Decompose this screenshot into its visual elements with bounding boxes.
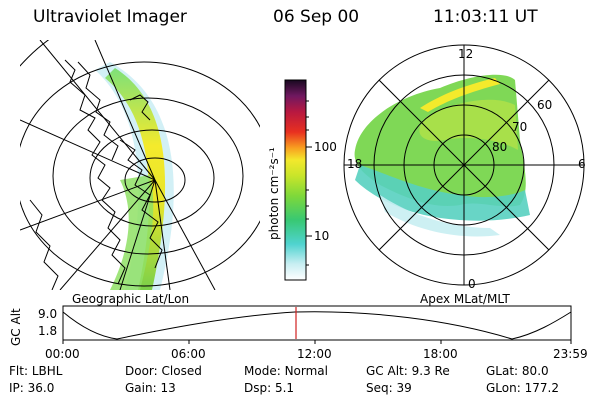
param-seq: Seq: 39 (366, 381, 412, 395)
param-ip: IP: 36.0 (9, 381, 55, 395)
altitude-xticks (62, 340, 572, 344)
param-filter: Flt: LBHL (9, 364, 63, 378)
altitude-xtick: 23:59 (553, 347, 588, 361)
left-panel-label: Geographic Lat/Lon (72, 292, 190, 306)
mlt-label-6: 6 (578, 157, 586, 171)
instrument-title: Ultraviolet Imager (33, 7, 187, 27)
param-dsp: Dsp: 5.1 (244, 381, 295, 395)
polar-aurora-diffuse (380, 195, 500, 237)
mlat-label-60: 60 (537, 98, 553, 112)
colorbar-tick-100: 100 (314, 140, 337, 154)
altitude-xtick: 12:00 (297, 347, 332, 361)
mlt-label-18: 18 (347, 157, 363, 171)
meridians (20, 40, 216, 290)
mlt-label-12: 12 (458, 47, 474, 61)
polar-grid (343, 44, 585, 286)
param-mode: Mode: Normal (244, 364, 328, 378)
latitude-circle (52, 97, 244, 255)
aurora-lower-band (110, 175, 154, 290)
colorbar-scale (284, 79, 307, 281)
altitude-xtick: 00:00 (45, 347, 80, 361)
param-gain: Gain: 13 (125, 381, 176, 395)
param-glon: GLon: 177.2 (486, 381, 559, 395)
mlat-label-80: 80 (492, 140, 508, 154)
right-panel-label: Apex MLat/MLT (420, 292, 510, 306)
altitude-xtick: 18:00 (423, 347, 458, 361)
altitude-ytick-high: 9.0 (38, 307, 58, 321)
coastlines (29, 59, 163, 290)
colorbar-ticks (306, 100, 312, 266)
altitude-ylabel: GC Alt (9, 308, 23, 346)
param-glat: GLat: 80.0 (486, 364, 549, 378)
colorbar-tick-10: 10 (314, 229, 330, 243)
param-door: Door: Closed (125, 364, 202, 378)
altitude-plot-frame (62, 305, 572, 341)
mlat-label-70: 70 (512, 120, 528, 134)
altitude-curve (62, 311, 572, 340)
time-label: 11:03:11 UT (433, 7, 538, 27)
mlt-label-0: 0 (468, 277, 476, 291)
latitude-circle (20, 61, 260, 287)
altitude-xtick: 06:00 (171, 347, 206, 361)
param-gc-alt: GC Alt: 9.3 Re (366, 364, 450, 378)
altitude-ytick-low: 1.8 (38, 324, 58, 338)
date-label: 06 Sep 00 (273, 7, 360, 27)
polar-aurora-bright (420, 78, 500, 112)
latitude-circle (89, 129, 215, 227)
latitude-circle (124, 157, 186, 203)
